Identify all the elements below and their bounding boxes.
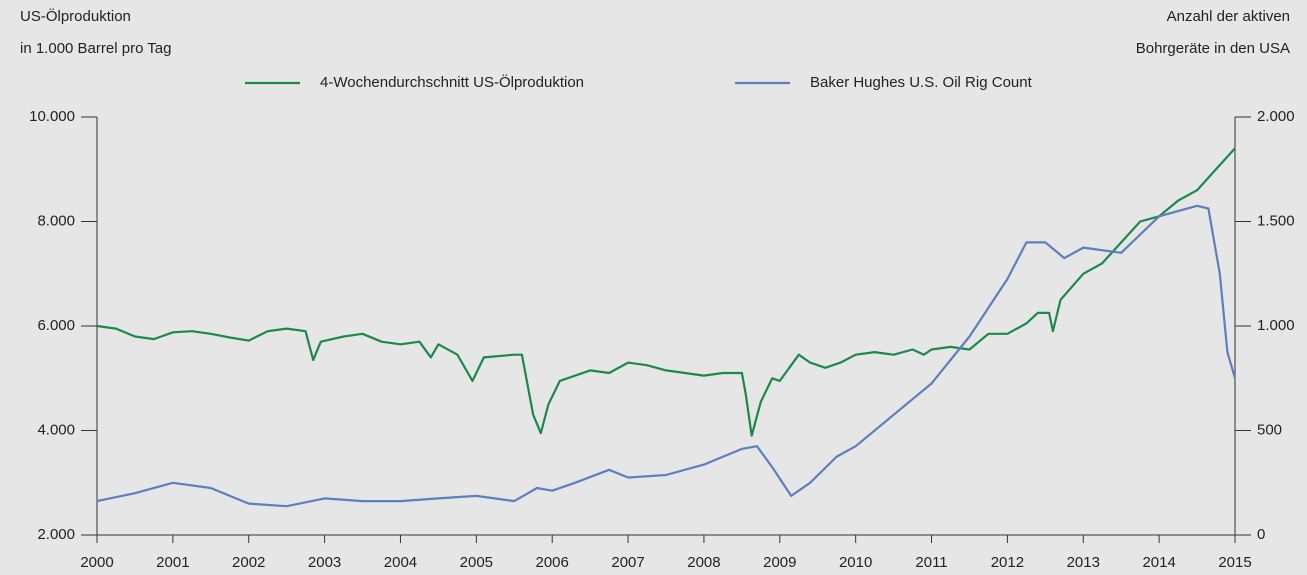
x-tick-label: 2012	[991, 554, 1024, 571]
y2-tick-label: 1.500	[1257, 212, 1295, 229]
x-tick-label: 2014	[1142, 554, 1175, 571]
y2-axis-title: Bohrgeräte in den USA	[1136, 40, 1290, 57]
y2-tick-label: 0	[1257, 526, 1265, 543]
x-tick-label: 2010	[839, 554, 872, 571]
y-tick-label: 6.000	[37, 317, 75, 334]
x-tick-label: 2005	[460, 554, 493, 571]
x-tick-label: 2006	[536, 554, 569, 571]
legend-label: Baker Hughes U.S. Oil Rig Count	[810, 74, 1033, 91]
y-axis-title: US-Ölproduktion	[20, 7, 131, 25]
y-tick-label: 2.000	[37, 526, 75, 543]
x-tick-label: 2015	[1218, 554, 1251, 571]
y2-tick-label: 2.000	[1257, 108, 1295, 125]
x-tick-label: 2011	[915, 554, 947, 571]
x-tick-label: 2007	[611, 554, 644, 571]
x-tick-label: 2003	[308, 554, 341, 571]
x-tick-label: 2001	[156, 554, 189, 571]
x-tick-label: 2000	[80, 554, 113, 571]
x-tick-label: 2008	[687, 554, 720, 571]
y2-tick-label: 500	[1257, 421, 1282, 438]
data-line	[96, 147, 1236, 437]
y-axis-title: in 1.000 Barrel pro Tag	[20, 40, 172, 57]
y2-axis-title: Anzahl der aktiven	[1167, 8, 1290, 25]
y-tick-label: 4.000	[37, 421, 75, 438]
data-line	[96, 204, 1237, 508]
y2-tick-label: 1.000	[1257, 317, 1295, 334]
y-tick-label: 10.000	[29, 108, 75, 125]
x-tick-label: 2002	[232, 554, 265, 571]
y-tick-label: 8.000	[37, 212, 75, 229]
x-tick-label: 2013	[1067, 554, 1100, 571]
legend-label: 4-Wochendurchschnitt US-Ölproduktion	[320, 73, 584, 91]
x-tick-label: 2004	[384, 554, 417, 571]
x-tick-label: 2009	[763, 554, 796, 571]
